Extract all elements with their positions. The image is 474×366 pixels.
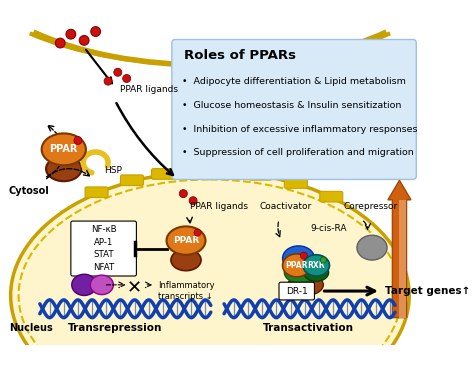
Ellipse shape	[320, 257, 327, 263]
Ellipse shape	[194, 229, 201, 236]
Ellipse shape	[300, 252, 307, 259]
Ellipse shape	[91, 275, 113, 295]
Text: PPAR ligands: PPAR ligands	[120, 85, 178, 94]
Ellipse shape	[304, 264, 328, 281]
FancyBboxPatch shape	[120, 175, 144, 186]
Ellipse shape	[284, 262, 316, 283]
Ellipse shape	[283, 254, 311, 277]
Text: PPAR: PPAR	[285, 261, 308, 270]
Text: PPAR ligands: PPAR ligands	[191, 202, 248, 211]
Ellipse shape	[303, 255, 329, 276]
Ellipse shape	[79, 36, 89, 45]
FancyBboxPatch shape	[85, 187, 108, 198]
Ellipse shape	[72, 274, 97, 295]
Ellipse shape	[114, 68, 122, 76]
Ellipse shape	[171, 250, 201, 271]
FancyBboxPatch shape	[279, 282, 314, 300]
Ellipse shape	[179, 190, 187, 198]
Ellipse shape	[42, 133, 86, 165]
Text: Transactivation: Transactivation	[263, 323, 354, 333]
Text: DR-1: DR-1	[286, 287, 308, 296]
Text: •  Glucose homeostasis & Insulin sensitization: • Glucose homeostasis & Insulin sensitiz…	[182, 101, 402, 110]
FancyBboxPatch shape	[284, 178, 307, 188]
Ellipse shape	[123, 75, 131, 82]
Ellipse shape	[55, 38, 65, 48]
Text: Target genes↑: Target genes↑	[385, 286, 471, 296]
Text: •  Adipocyte differentiation & Lipid metabolism: • Adipocyte differentiation & Lipid meta…	[182, 77, 406, 86]
Text: Inflammatory
transcripts ↓: Inflammatory transcripts ↓	[158, 281, 214, 301]
Text: ✕: ✕	[127, 279, 142, 298]
Text: HSP: HSP	[105, 166, 122, 175]
Ellipse shape	[357, 235, 387, 260]
Ellipse shape	[66, 29, 76, 39]
FancyBboxPatch shape	[172, 40, 416, 179]
FancyArrow shape	[399, 200, 406, 318]
Text: 9-cis-RA: 9-cis-RA	[310, 224, 346, 233]
Text: Corepressor: Corepressor	[344, 202, 398, 211]
Ellipse shape	[10, 172, 409, 366]
FancyBboxPatch shape	[182, 166, 206, 176]
Text: •  Inhibition of excessive inflammatory responses: • Inhibition of excessive inflammatory r…	[182, 124, 418, 134]
Ellipse shape	[288, 274, 323, 295]
Ellipse shape	[283, 246, 314, 271]
FancyBboxPatch shape	[320, 191, 343, 202]
FancyBboxPatch shape	[71, 221, 137, 276]
FancyBboxPatch shape	[249, 169, 272, 180]
Text: Cytosol: Cytosol	[9, 186, 50, 196]
Text: Nucleus: Nucleus	[9, 323, 53, 333]
Text: Roles of PPARs: Roles of PPARs	[184, 49, 296, 62]
Ellipse shape	[74, 137, 82, 145]
FancyBboxPatch shape	[213, 166, 237, 176]
Ellipse shape	[91, 27, 100, 36]
Text: •  Suppression of cell proliferation and migration: • Suppression of cell proliferation and …	[182, 149, 414, 157]
Text: RXR: RXR	[308, 261, 325, 270]
Ellipse shape	[189, 197, 197, 205]
Text: PPAR: PPAR	[50, 144, 78, 154]
Ellipse shape	[46, 156, 82, 181]
Text: Transrepression: Transrepression	[68, 323, 162, 333]
Text: NF-κB
AP-1
STAT
NFAT: NF-κB AP-1 STAT NFAT	[91, 225, 117, 272]
Text: PPAR: PPAR	[173, 236, 199, 245]
Ellipse shape	[166, 227, 206, 255]
FancyBboxPatch shape	[152, 169, 174, 179]
Text: Coactivator: Coactivator	[260, 202, 312, 211]
Ellipse shape	[104, 77, 112, 85]
FancyArrow shape	[388, 180, 411, 318]
